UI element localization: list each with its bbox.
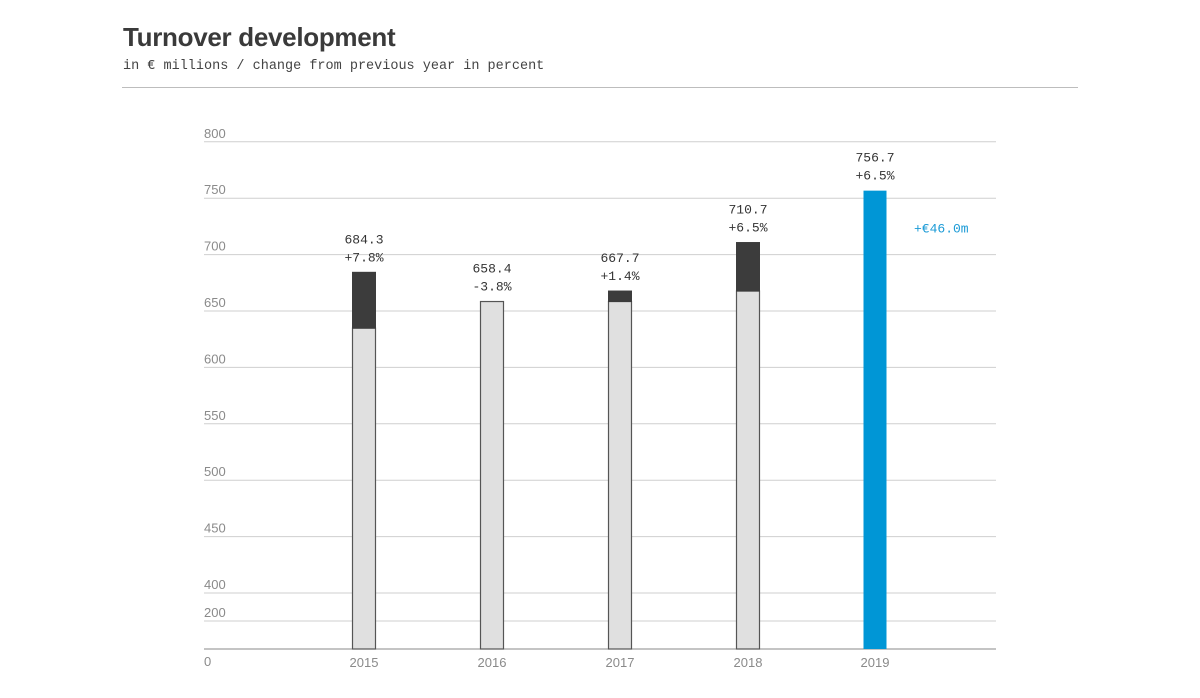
y-tick-label: 400	[204, 577, 226, 592]
y-tick-label: 550	[204, 408, 226, 423]
x-tick-label: 2016	[478, 655, 507, 670]
change-label: -3.8%	[472, 280, 511, 295]
change-label: +1.4%	[600, 269, 639, 284]
y-tick-label: 0	[204, 654, 211, 669]
chart-subtitle: in € millions / change from previous yea…	[123, 59, 545, 74]
bar-increase-2017	[608, 290, 632, 303]
change-annotation: +€46.0m	[914, 222, 969, 237]
bar-2015	[351, 327, 377, 650]
change-label: +6.5%	[728, 221, 767, 236]
y-tick-label: 600	[204, 351, 226, 366]
y-tick-label: 450	[204, 521, 226, 536]
bar-increase-2018	[736, 242, 760, 292]
header-divider	[122, 87, 1078, 88]
y-tick-label: 800	[204, 126, 226, 141]
y-tick-label: 500	[204, 464, 226, 479]
change-label: +7.8%	[344, 250, 383, 265]
value-label: 756.7	[855, 151, 894, 166]
value-label: 684.3	[344, 232, 383, 247]
x-tick-label: 2019	[861, 655, 890, 670]
y-tick-label: 650	[204, 295, 226, 310]
x-tick-label: 2018	[734, 655, 763, 670]
bar-2019	[863, 190, 887, 649]
y-tick-label: 700	[204, 239, 226, 254]
bar-2016	[479, 300, 505, 650]
x-tick-label: 2017	[606, 655, 635, 670]
chart-title: Turnover development	[123, 22, 396, 52]
x-tick-label: 2015	[350, 655, 379, 670]
y-tick-label: 750	[204, 182, 226, 197]
value-label: 710.7	[728, 203, 767, 218]
value-label: 667.7	[600, 251, 639, 266]
bar-2017	[607, 300, 633, 650]
bar-2018	[735, 290, 761, 650]
value-label: 658.4	[472, 262, 511, 277]
change-label: +6.5%	[855, 169, 894, 184]
y-tick-label: 200	[204, 605, 226, 620]
bar-increase-2015	[352, 271, 376, 329]
